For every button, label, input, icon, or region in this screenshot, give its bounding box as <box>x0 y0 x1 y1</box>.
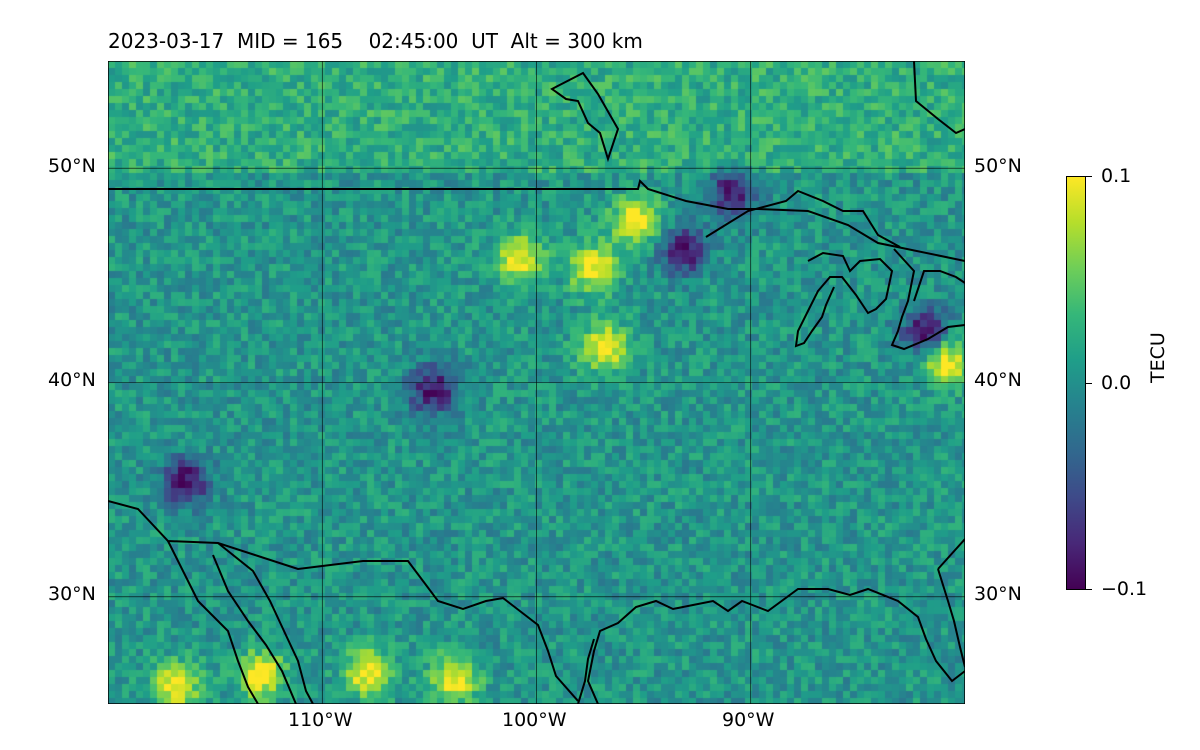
lon-label-100w: 100°W <box>502 709 567 731</box>
hudson-bay-coast <box>550 71 620 163</box>
lat-label-left-50: 50°N <box>48 155 96 177</box>
lat-label-right-40: 40°N <box>974 369 1022 391</box>
lon-label-90w: 90°W <box>722 709 775 731</box>
gulf-of-california-east <box>217 542 314 704</box>
map-overlay <box>108 61 965 704</box>
colorbar-label-max: 0.1 <box>1101 165 1132 187</box>
lat-label-right-50: 50°N <box>974 155 1022 177</box>
lon-label-110w: 110°W <box>288 709 353 731</box>
lat-label-right-30: 30°N <box>974 583 1022 605</box>
lake-superior <box>705 189 901 248</box>
gulf-of-california <box>212 554 297 704</box>
colorbar-label-zero: 0.0 <box>1101 372 1132 394</box>
plot-title: 2023-03-17 MID = 165 02:45:00 UT Alt = 3… <box>108 29 643 53</box>
colorbar-tick-zero <box>1086 383 1092 384</box>
colorbar <box>1066 176 1086 590</box>
gridlines <box>108 61 965 704</box>
us-canada-border <box>108 179 965 262</box>
us-mexico-border <box>108 500 579 702</box>
baja-california <box>167 540 259 704</box>
colorbar-label-min: −0.1 <box>1101 578 1148 600</box>
mexico-gulf-edge <box>577 638 595 704</box>
lake-huron-erie <box>890 248 965 351</box>
labrador-coast <box>913 61 965 135</box>
lat-label-left-40: 40°N <box>48 369 96 391</box>
coastlines-and-borders <box>108 61 965 704</box>
lake-huron-east <box>913 270 965 302</box>
lat-label-left-30: 30°N <box>48 583 96 605</box>
gulf-coast <box>586 587 965 704</box>
lake-michigan <box>794 251 894 348</box>
colorbar-title: TECU <box>1147 332 1169 383</box>
colorbar-tick-max <box>1086 176 1092 177</box>
florida-peninsula <box>937 538 965 668</box>
colorbar-tick-min <box>1086 589 1092 590</box>
